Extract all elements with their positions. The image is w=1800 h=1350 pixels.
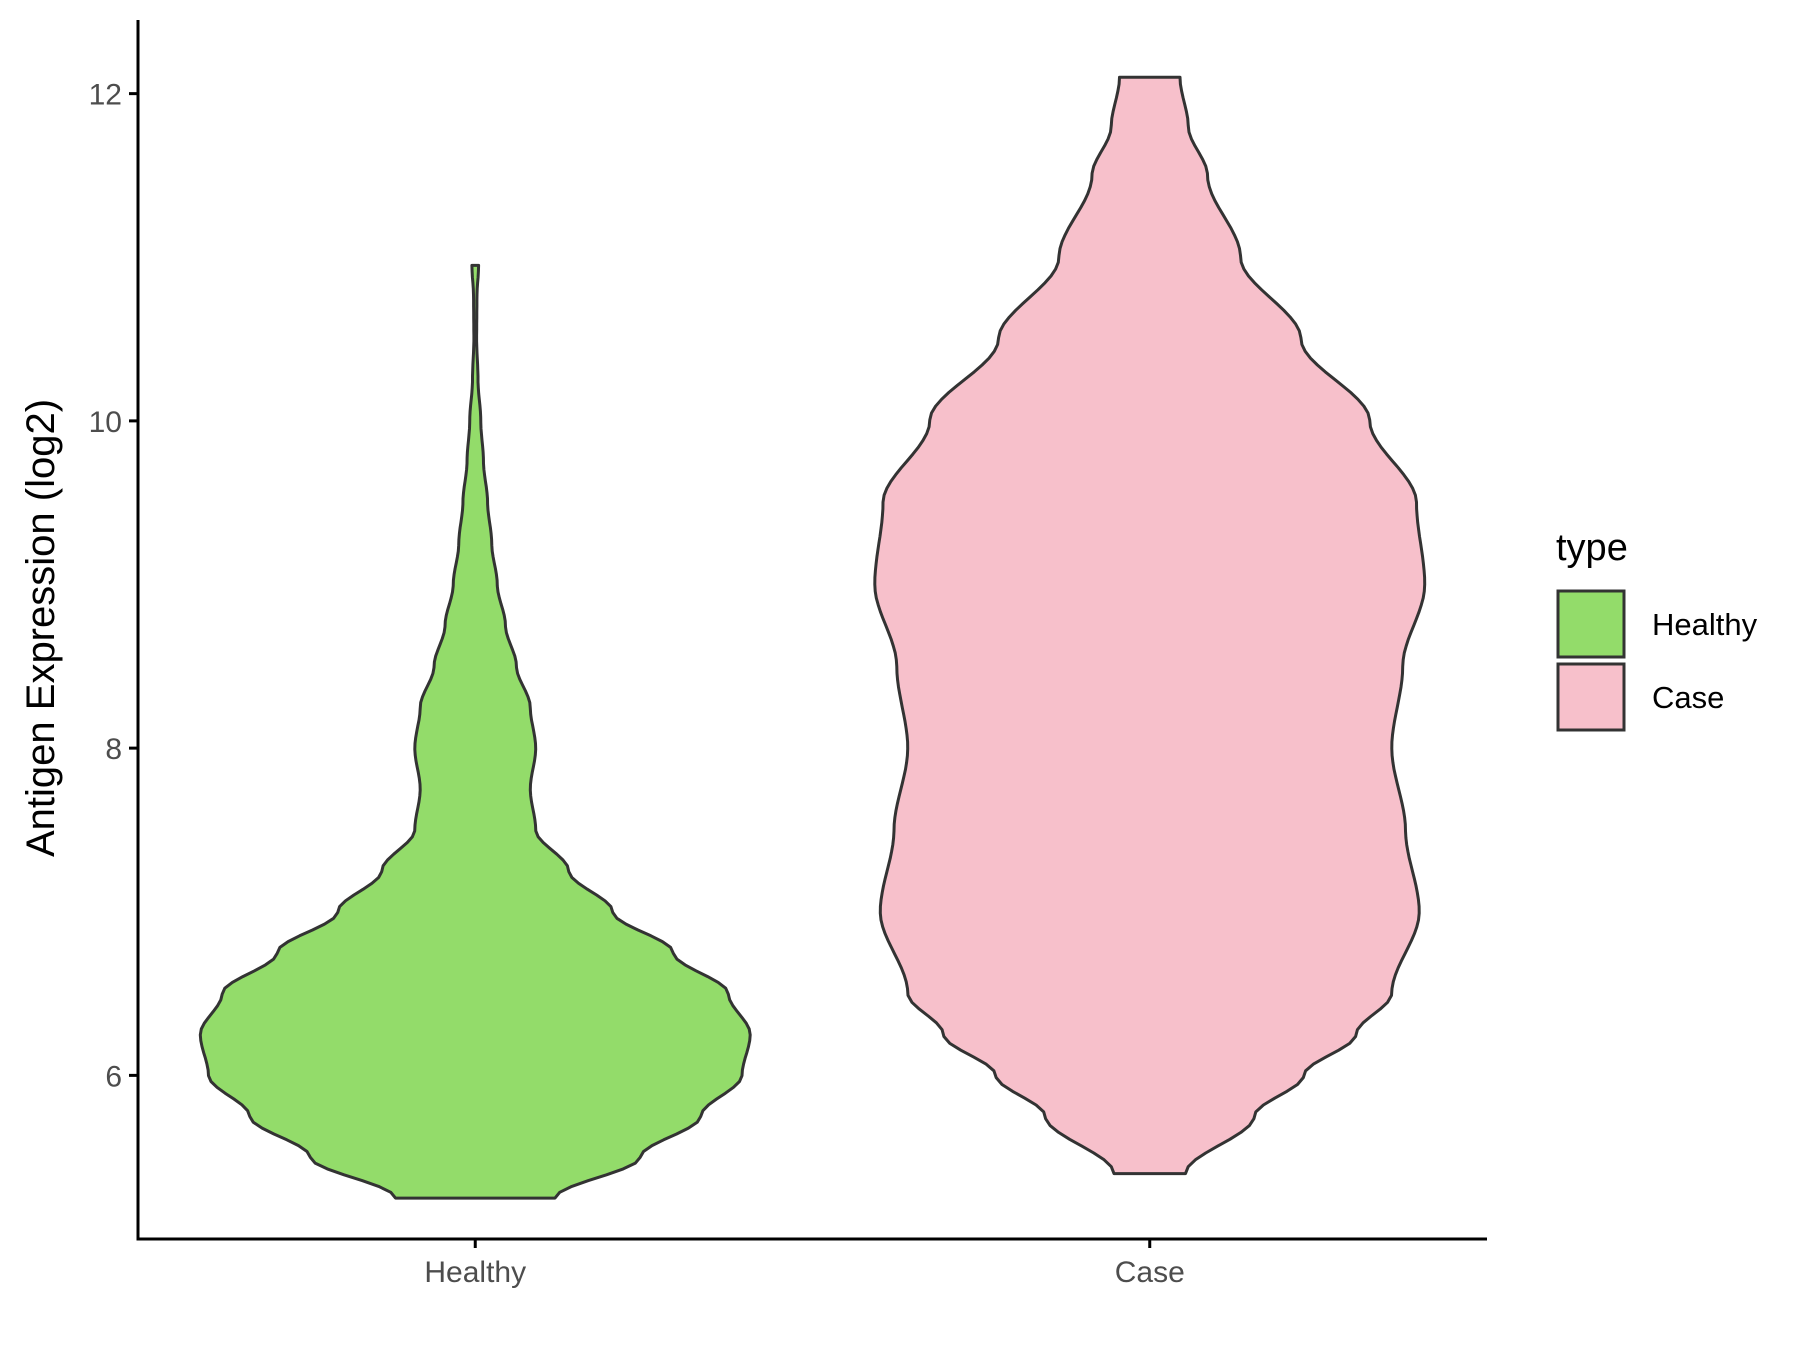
y-tick-label: 12 — [89, 79, 122, 112]
y-axis-title: Antigen Expression (log2) — [19, 399, 63, 857]
y-tick-label: 8 — [105, 733, 122, 766]
x-tick-label: Healthy — [424, 1256, 526, 1289]
legend-label-case: Case — [1652, 680, 1724, 715]
legend: type Healthy Case — [1556, 527, 1758, 732]
legend-label-healthy: Healthy — [1652, 607, 1758, 642]
violin-layer — [198, 75, 1427, 1200]
x-tick-label: Case — [1115, 1256, 1185, 1289]
legend-key-healthy — [1556, 589, 1626, 659]
y-tick-label: 6 — [105, 1060, 122, 1093]
violin-healthy — [198, 263, 752, 1200]
y-tick-label: 10 — [89, 406, 122, 439]
legend-key-case — [1556, 662, 1626, 732]
legend-title: type — [1556, 527, 1628, 569]
violin-case — [873, 75, 1427, 1176]
axes: 6 8 10 12 Healthy Case — [89, 20, 1487, 1289]
